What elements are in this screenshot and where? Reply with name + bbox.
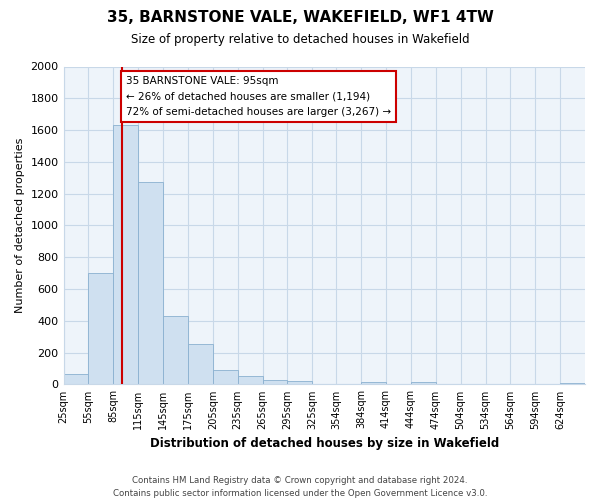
Bar <box>163 316 188 384</box>
Bar <box>188 344 213 385</box>
Bar <box>560 383 585 384</box>
Text: Size of property relative to detached houses in Wakefield: Size of property relative to detached ho… <box>131 32 469 46</box>
Text: 35, BARNSTONE VALE, WAKEFIELD, WF1 4TW: 35, BARNSTONE VALE, WAKEFIELD, WF1 4TW <box>107 10 493 25</box>
Bar <box>64 374 88 384</box>
Bar <box>113 126 138 384</box>
Text: Contains HM Land Registry data © Crown copyright and database right 2024.
Contai: Contains HM Land Registry data © Crown c… <box>113 476 487 498</box>
Bar <box>263 380 287 384</box>
X-axis label: Distribution of detached houses by size in Wakefield: Distribution of detached houses by size … <box>149 437 499 450</box>
Bar <box>238 376 263 384</box>
Bar <box>88 273 113 384</box>
Text: 35 BARNSTONE VALE: 95sqm
← 26% of detached houses are smaller (1,194)
72% of sem: 35 BARNSTONE VALE: 95sqm ← 26% of detach… <box>126 76 391 117</box>
Bar <box>361 382 386 384</box>
Y-axis label: Number of detached properties: Number of detached properties <box>15 138 25 313</box>
Bar <box>287 382 312 384</box>
Bar <box>138 182 163 384</box>
Bar <box>213 370 238 384</box>
Bar <box>411 382 436 384</box>
